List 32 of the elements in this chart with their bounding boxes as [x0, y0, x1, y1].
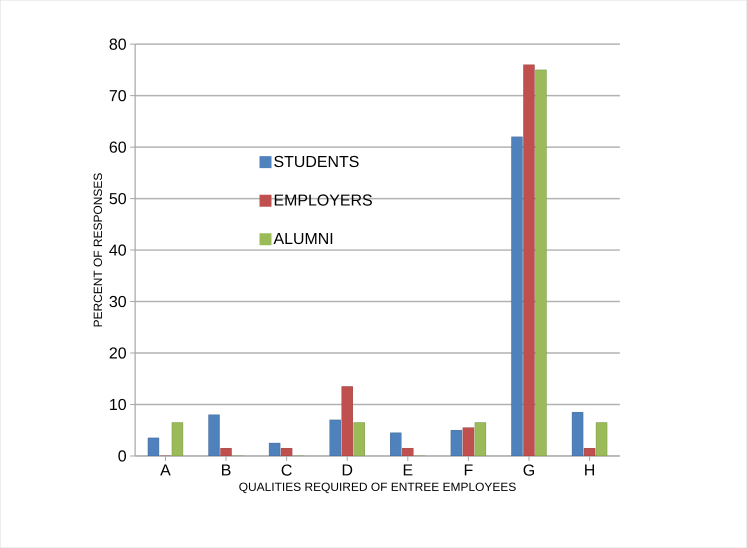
- bar: [354, 422, 365, 456]
- x-tick-label: F: [464, 464, 473, 476]
- y-tick-label: 60: [110, 141, 126, 153]
- y-tick-label: 0: [118, 450, 126, 462]
- y-tick-label: 70: [110, 90, 126, 102]
- bar: [462, 427, 474, 456]
- legend-label: ALUMNI: [274, 232, 332, 244]
- x-tick-label: D: [342, 464, 352, 476]
- y-tick-label: 10: [110, 398, 126, 410]
- x-tick-label: G: [524, 464, 534, 476]
- bar: [390, 432, 402, 456]
- legend-label: STUDENTS: [274, 156, 359, 168]
- x-tick-label: C: [282, 464, 292, 476]
- x-tick-label: H: [585, 464, 594, 476]
- x-tick-label: E: [404, 464, 412, 476]
- bar: [535, 70, 547, 456]
- y-tick-label: 80: [110, 38, 126, 50]
- y-tick-label: 50: [110, 192, 126, 204]
- legend-label: EMPLOYERS: [274, 194, 372, 206]
- y-axis-title: PERCENT OF RESPONSES: [94, 173, 102, 326]
- bar: [523, 64, 535, 456]
- bar: [342, 386, 353, 456]
- bar: [474, 422, 486, 456]
- x-tick-label: A: [160, 464, 171, 476]
- bar: [330, 420, 341, 456]
- y-tick-label: 30: [110, 296, 126, 308]
- x-tick-label: B: [222, 464, 230, 476]
- bar: [450, 430, 462, 456]
- y-tick-label: 40: [109, 244, 126, 256]
- y-tick-label: 20: [110, 347, 126, 359]
- x-axis-title: QUALITIES REQUIRED OF ENTREE EMPLOYEES: [239, 482, 516, 494]
- bar: [511, 136, 523, 456]
